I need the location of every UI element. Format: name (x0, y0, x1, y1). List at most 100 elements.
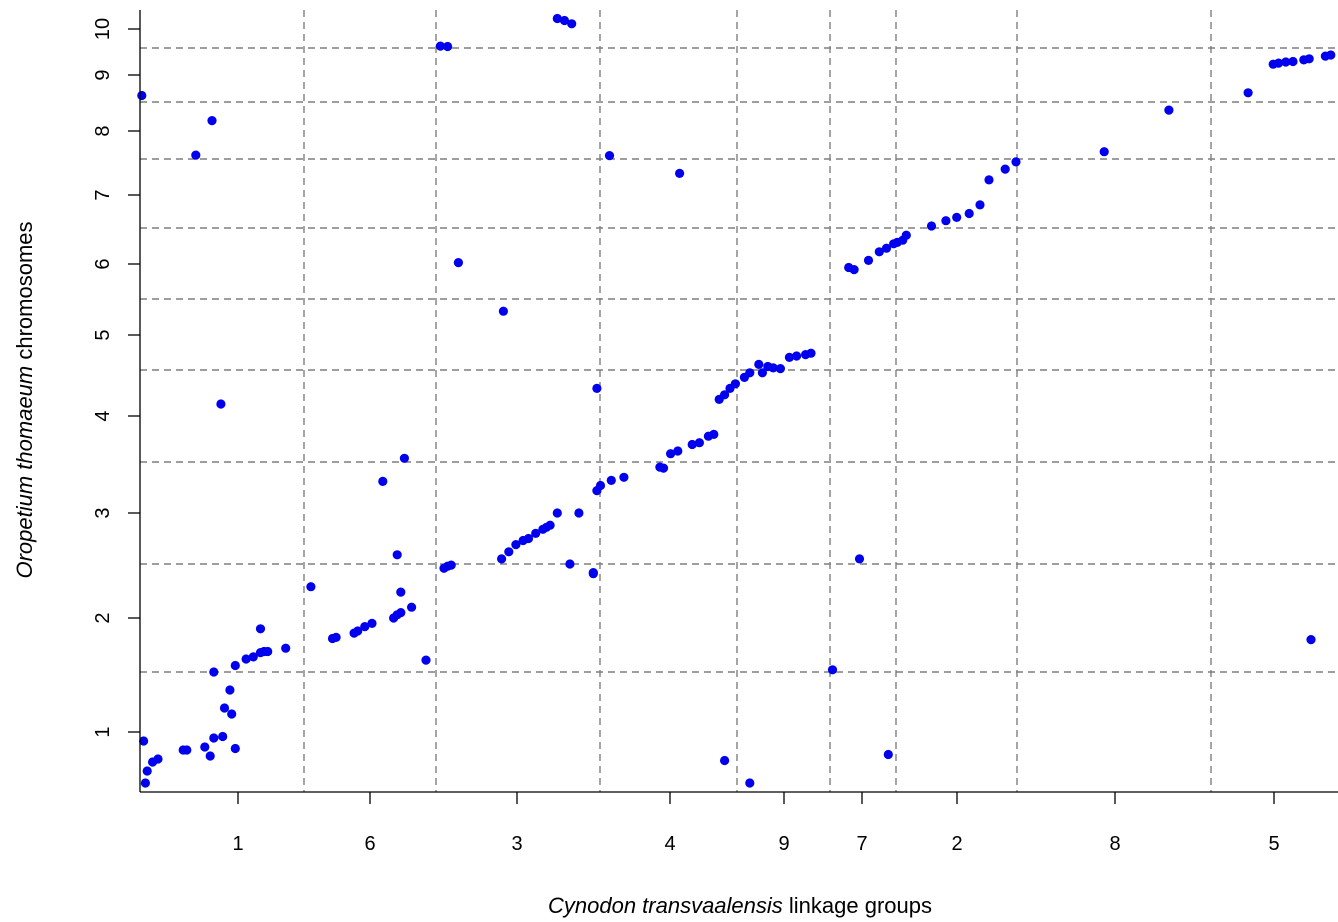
data-point (504, 547, 514, 557)
data-point (1274, 58, 1284, 68)
data-point (595, 480, 606, 491)
data-point (453, 258, 463, 268)
data-point (435, 41, 445, 51)
data-point (1306, 635, 1316, 645)
y-tick-label: 8 (92, 125, 114, 136)
data-point (263, 646, 273, 657)
data-point (255, 624, 266, 634)
data-point (964, 208, 974, 219)
data-point (137, 90, 147, 101)
data-point (1304, 54, 1314, 64)
y-tick-label: 1 (92, 726, 114, 737)
y-axis-title: Oropetium thomaeum chromosomes (12, 221, 37, 578)
data-point (392, 550, 402, 560)
data-point (207, 116, 217, 126)
data-point (219, 703, 230, 713)
data-point (754, 359, 764, 369)
data-point (926, 221, 937, 231)
data-point (1011, 157, 1021, 167)
data-point (604, 151, 615, 161)
data-point (153, 754, 163, 764)
data-point (730, 379, 741, 389)
data-point (675, 168, 685, 178)
data-point (230, 743, 240, 754)
data-point (200, 742, 210, 752)
data-point (367, 618, 377, 629)
data-point (984, 175, 994, 185)
data-point (209, 733, 219, 743)
data-point (218, 731, 228, 742)
data-point (306, 582, 316, 592)
data-point (1164, 105, 1174, 115)
data-point (901, 230, 911, 240)
data-point (874, 247, 884, 257)
x-axis-title: Cynodon transvaalensis linkage groups (548, 893, 932, 918)
data-point (353, 626, 363, 636)
data-point (378, 476, 388, 486)
data-point (883, 749, 893, 760)
data-point (182, 745, 192, 755)
data-point (606, 475, 616, 485)
data-point (941, 216, 951, 226)
data-point (592, 383, 602, 393)
data-point (673, 446, 683, 456)
data-point (1326, 50, 1336, 60)
x-tick-labels: 1 6 3 4 9 7 2 8 5 (232, 792, 1280, 855)
data-point (209, 667, 219, 677)
x-tick-label: 9 (778, 833, 789, 855)
data-point (497, 554, 507, 564)
data-point (745, 778, 755, 788)
data-point (775, 364, 786, 374)
data-point (360, 622, 370, 632)
data-point (225, 685, 235, 695)
data-point (396, 587, 406, 597)
data-point (205, 751, 215, 761)
data-point (768, 363, 778, 373)
data-point (248, 652, 258, 662)
data-point (1243, 88, 1253, 98)
data-point (784, 352, 795, 362)
data-point (216, 399, 226, 409)
data-point (658, 463, 669, 473)
data-point (139, 736, 149, 746)
x-tick-label: 5 (1268, 833, 1279, 855)
data-point (552, 13, 562, 24)
y-tick-label: 3 (92, 507, 114, 518)
data-point (443, 41, 453, 52)
data-point (666, 449, 676, 459)
data-point (687, 439, 697, 450)
y-tick-label: 5 (92, 329, 114, 340)
axes (139, 10, 1338, 793)
data-point (854, 554, 865, 564)
data-point (241, 654, 251, 664)
y-tick-label: 9 (92, 69, 114, 80)
data-point (720, 755, 730, 766)
data-point (827, 665, 838, 675)
data-point (552, 508, 562, 518)
data-point (565, 559, 575, 569)
grid-lines (140, 10, 1338, 792)
x-tick-label: 2 (951, 833, 962, 855)
data-point (531, 528, 541, 539)
data-point (1099, 147, 1109, 157)
data-point (720, 390, 730, 400)
y-tick-labels: 1 2 3 4 5 6 7 8 9 10 (92, 18, 140, 738)
data-point (407, 602, 417, 612)
data-point (545, 520, 555, 530)
data-point (331, 632, 341, 643)
y-tick-label: 10 (92, 18, 114, 40)
x-tick-label: 7 (856, 833, 867, 855)
data-point (694, 438, 705, 448)
data-point (975, 200, 985, 210)
data-point (574, 508, 584, 518)
data-point (863, 255, 874, 265)
data-point (227, 709, 237, 719)
data-point (709, 429, 719, 439)
data-point (1288, 56, 1298, 67)
data-point (281, 643, 291, 653)
data-point (230, 660, 240, 671)
data-point (619, 472, 629, 482)
y-tick-label: 4 (92, 410, 114, 421)
data-point (849, 265, 859, 275)
